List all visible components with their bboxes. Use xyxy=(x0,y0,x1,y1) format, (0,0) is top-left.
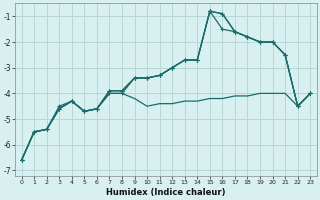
X-axis label: Humidex (Indice chaleur): Humidex (Indice chaleur) xyxy=(106,188,226,197)
